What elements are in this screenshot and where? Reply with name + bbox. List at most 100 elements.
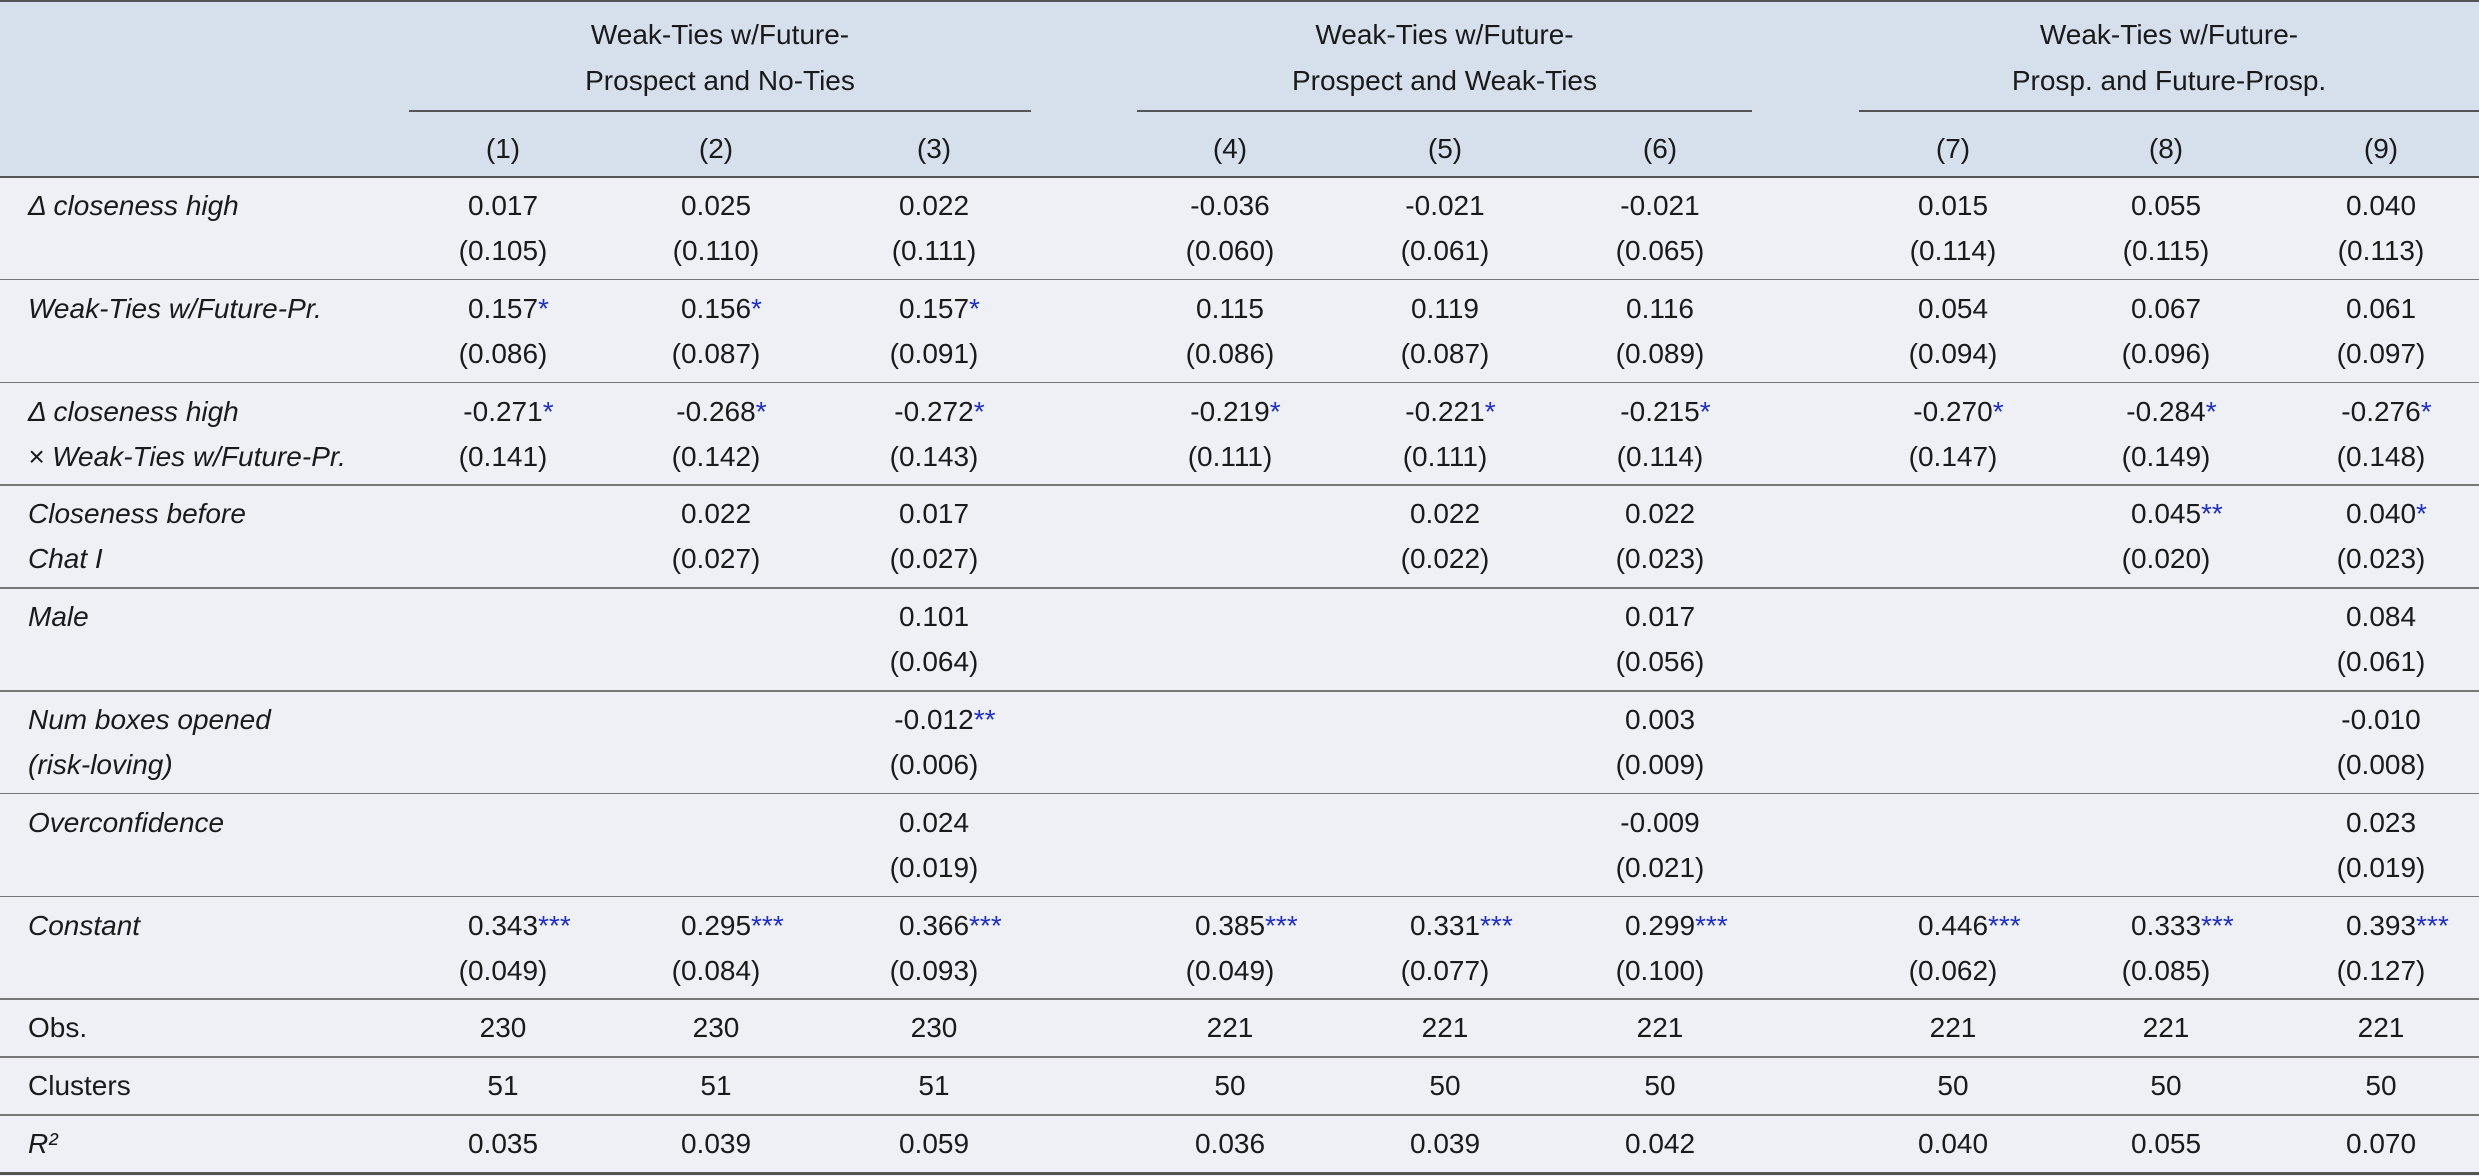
coefficient: 0.015 (1917, 190, 1989, 221)
standard-error: (0.141) (458, 440, 548, 472)
significance-stars: * (969, 292, 980, 324)
stat-value: 0.036 (1194, 1128, 1266, 1160)
stat-value: 51 (918, 1070, 950, 1102)
standard-error: (0.065) (1615, 235, 1705, 266)
standard-error: (0.021) (1615, 851, 1705, 883)
significance-stars: * (2420, 395, 2432, 427)
group-underline (409, 110, 1031, 112)
coefficient: 0.157 * (467, 292, 549, 324)
group-header: Weak-Ties w/Future- (590, 19, 850, 50)
standard-error: (0.020) (2121, 543, 2211, 575)
coefficient: 0.023 (2345, 806, 2417, 838)
standard-error: (0.111) (891, 235, 977, 266)
standard-error: (0.049) (458, 954, 548, 986)
header-band (0, 0, 2479, 177)
standard-error: (0.097) (2336, 337, 2426, 369)
standard-error: (0.127) (2336, 954, 2426, 986)
standard-error: (0.142) (671, 440, 761, 472)
standard-error: (0.147) (1908, 440, 1998, 472)
standard-error: (0.100) (1615, 954, 1705, 986)
coefficient: 0.022 (680, 498, 752, 530)
group-underline (1859, 110, 2479, 112)
standard-error: (0.114) (1909, 235, 1997, 266)
header-rule (0, 176, 2479, 178)
coefficient: 0.385 *** (1194, 909, 1298, 941)
coefficient: 0.025 (680, 190, 752, 221)
column-number: (7) (1935, 133, 1971, 164)
significance-stars: *** (2416, 909, 2449, 941)
significance-stars: * (2205, 395, 2217, 427)
significance-stars: * (1484, 395, 1496, 427)
column-number: (4) (1212, 133, 1248, 164)
standard-error: (0.096) (2121, 337, 2211, 369)
coefficient: 0.333 *** (2130, 909, 2234, 941)
stat-value: 221 (1421, 1012, 1469, 1044)
group-underline (1137, 110, 1752, 112)
row-rule (0, 587, 2479, 589)
standard-error: (0.060) (1185, 235, 1275, 266)
stat-value: 221 (1636, 1012, 1684, 1044)
coefficient: -0.284 * (2126, 395, 2217, 427)
coefficient: -0.021 (1405, 190, 1485, 221)
stat-value: 50 (1937, 1070, 1969, 1102)
row-rule (0, 690, 2479, 692)
top-rule (0, 0, 2479, 2)
group-header: Weak-Ties w/Future- (1315, 19, 1574, 50)
coefficient: 0.343 *** (467, 909, 571, 941)
stat-value: 0.059 (898, 1128, 970, 1160)
row-rule (0, 1056, 2479, 1058)
significance-stars: *** (751, 909, 784, 941)
standard-error: (0.064) (889, 646, 979, 678)
row-rule (0, 1114, 2479, 1116)
column-number: (1) (485, 133, 521, 164)
coefficient: 0.022 (1624, 498, 1696, 530)
group-header: Weak-Ties w/Future- (2039, 19, 2299, 50)
coefficient: 0.045 ** (2130, 498, 2223, 530)
stat-value: 0.042 (1624, 1128, 1696, 1160)
stat-value: 0.055 (2130, 1128, 2202, 1160)
coefficient: -0.276 * (2341, 395, 2432, 427)
significance-stars: ** (2201, 498, 2223, 530)
group-header: Prospect and No-Ties (585, 65, 855, 96)
standard-error: (0.062) (1908, 954, 1998, 986)
stat-value: 230 (692, 1012, 740, 1044)
significance-stars: * (1269, 395, 1281, 427)
stat-value: 221 (2357, 1012, 2405, 1044)
stat-value: 50 (1644, 1070, 1676, 1102)
standard-error: (0.019) (889, 851, 979, 883)
standard-error: (0.086) (1185, 337, 1275, 369)
column-number: (5) (1427, 133, 1463, 164)
stat-value: 0.039 (1409, 1128, 1481, 1160)
significance-stars: * (1992, 395, 2004, 427)
coefficient: 0.299 *** (1624, 909, 1728, 941)
coefficient: 0.295 *** (680, 909, 784, 941)
significance-stars: ** (973, 704, 996, 735)
standard-error: (0.008) (2336, 749, 2426, 780)
column-number: (2) (698, 133, 734, 164)
row-label: Chat I (28, 543, 103, 575)
coefficient: 0.017 (467, 190, 539, 221)
significance-stars: *** (969, 909, 1002, 941)
standard-error: (0.022) (1400, 543, 1490, 575)
coefficient: 0.393 *** (2345, 909, 2449, 941)
standard-error: (0.148) (2336, 440, 2426, 472)
coefficient: 0.101 (898, 601, 970, 633)
coefficient: -0.270 * (1913, 395, 2004, 427)
standard-error: (0.061) (2336, 646, 2426, 678)
standard-error: (0.027) (671, 543, 761, 575)
stat-value: 50 (2365, 1070, 2397, 1102)
coefficient: 0.022 (898, 190, 970, 221)
column-number: (9) (2363, 133, 2399, 164)
stat-value: 0.035 (467, 1128, 539, 1160)
standard-error: (0.087) (1400, 337, 1490, 369)
standard-error: (0.061) (1400, 235, 1490, 266)
standard-error: (0.077) (1400, 954, 1490, 986)
significance-stars: *** (2201, 909, 2234, 941)
column-number: (6) (1642, 133, 1678, 164)
standard-error: (0.091) (889, 337, 979, 369)
significance-stars: *** (1265, 909, 1298, 941)
coefficient: -0.221 * (1405, 395, 1496, 427)
stat-value: 221 (1206, 1012, 1254, 1044)
coefficient: 0.024 (898, 806, 970, 838)
